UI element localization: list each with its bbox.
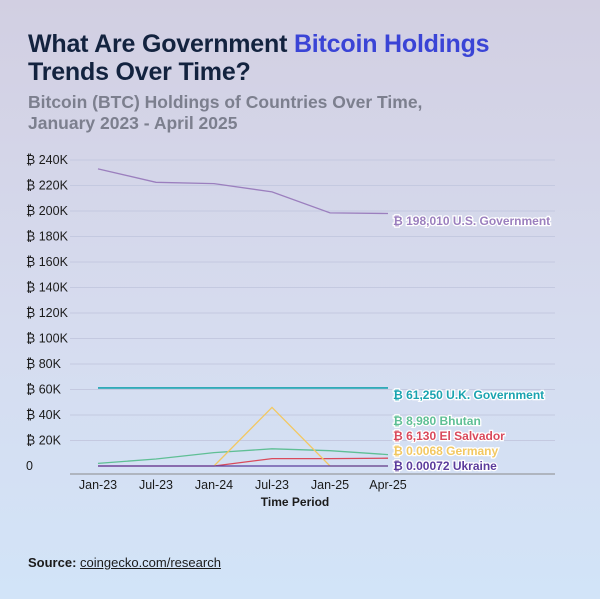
subtitle-line-2: January 2023 - April 2025 [28,113,238,133]
y-tick-label: ₿ 160K [26,255,69,269]
x-axis-ticks: Jan-23 Jul-23 Jan-24 Jul-23 Jan-25 Apr-25 [79,478,407,492]
source-note: Source: coingecko.com/research [28,555,221,570]
x-tick-label: Jan-23 [79,478,117,492]
y-tick-label: ₿ 120K [26,306,69,320]
series-line-germany [213,406,388,467]
series-end-label: ₿ 198,010 U.S. Government [393,214,550,228]
y-tick-label: ₿ 20K [26,434,62,448]
y-tick-label: 0 [26,459,33,473]
y-tick-label: ₿ 40K [26,408,62,422]
series-line-bhutan [97,448,389,465]
source-link[interactable]: coingecko.com/research [80,555,221,570]
y-axis-ticks: 0 ₿ 20K ₿ 40K ₿ 60K ₿ 80K ₿ 100K ₿ 120K ₿ 140K ₿… [26,153,69,473]
subtitle-line-1: Bitcoin (BTC) Holdings of Countries Over… [28,92,423,112]
y-tick-label: ₿ 100K [26,332,69,346]
line-chart: 0 ₿ 20K ₿ 40K ₿ 60K ₿ 80K ₿ 100K ₿ 120K ₿ 140K ₿… [26,153,555,509]
y-tick-label: ₿ 80K [26,357,62,371]
series-end-label: ₿ 8,980 Bhutan [393,414,481,428]
series-line-u-s-government [97,168,389,215]
x-tick-label: Jan-25 [311,478,349,492]
series-line-el-salvador [98,457,389,467]
title-part-2: Trends Over Time? [28,58,251,86]
y-tick-label: ₿ 140K [26,281,69,295]
series-end-label: ₿ 61,250 U.K. Government [393,388,544,402]
chart-subtitle: Bitcoin (BTC) Holdings of Countries Over… [28,92,588,134]
source-label: Source: [28,555,77,570]
x-tick-label: Jul-23 [255,478,289,492]
y-tick-label: ₿ 240K [26,153,69,167]
series-end-label: ₿ 0.00072 Ukraine [393,459,497,473]
series-labels: ₿ 198,010 U.S. Government ₿ 61,250 U.K. G… [392,213,552,475]
x-tick-label: Jan-24 [195,478,233,492]
x-axis-title: Time Period [261,495,329,509]
series-end-label: ₿ 6,130 El Salvador [393,429,505,443]
title-highlight: Bitcoin Holdings [293,30,490,58]
title-part-1: What Are Government [28,30,294,58]
y-tick-label: ₿ 220K [26,179,69,193]
y-tick-label: ₿ 200K [26,204,69,218]
chart-title: What Are Government Bitcoin Holdings Tre… [28,30,588,86]
series-lines [97,168,389,467]
y-tick-label: ₿ 60K [26,383,62,397]
grid-lines [70,159,555,441]
y-tick-label: ₿ 180K [26,230,69,244]
x-tick-label: Jul-23 [139,478,173,492]
x-tick-label: Apr-25 [369,478,407,492]
series-end-label: ₿ 0.0068 Germany [393,444,499,458]
